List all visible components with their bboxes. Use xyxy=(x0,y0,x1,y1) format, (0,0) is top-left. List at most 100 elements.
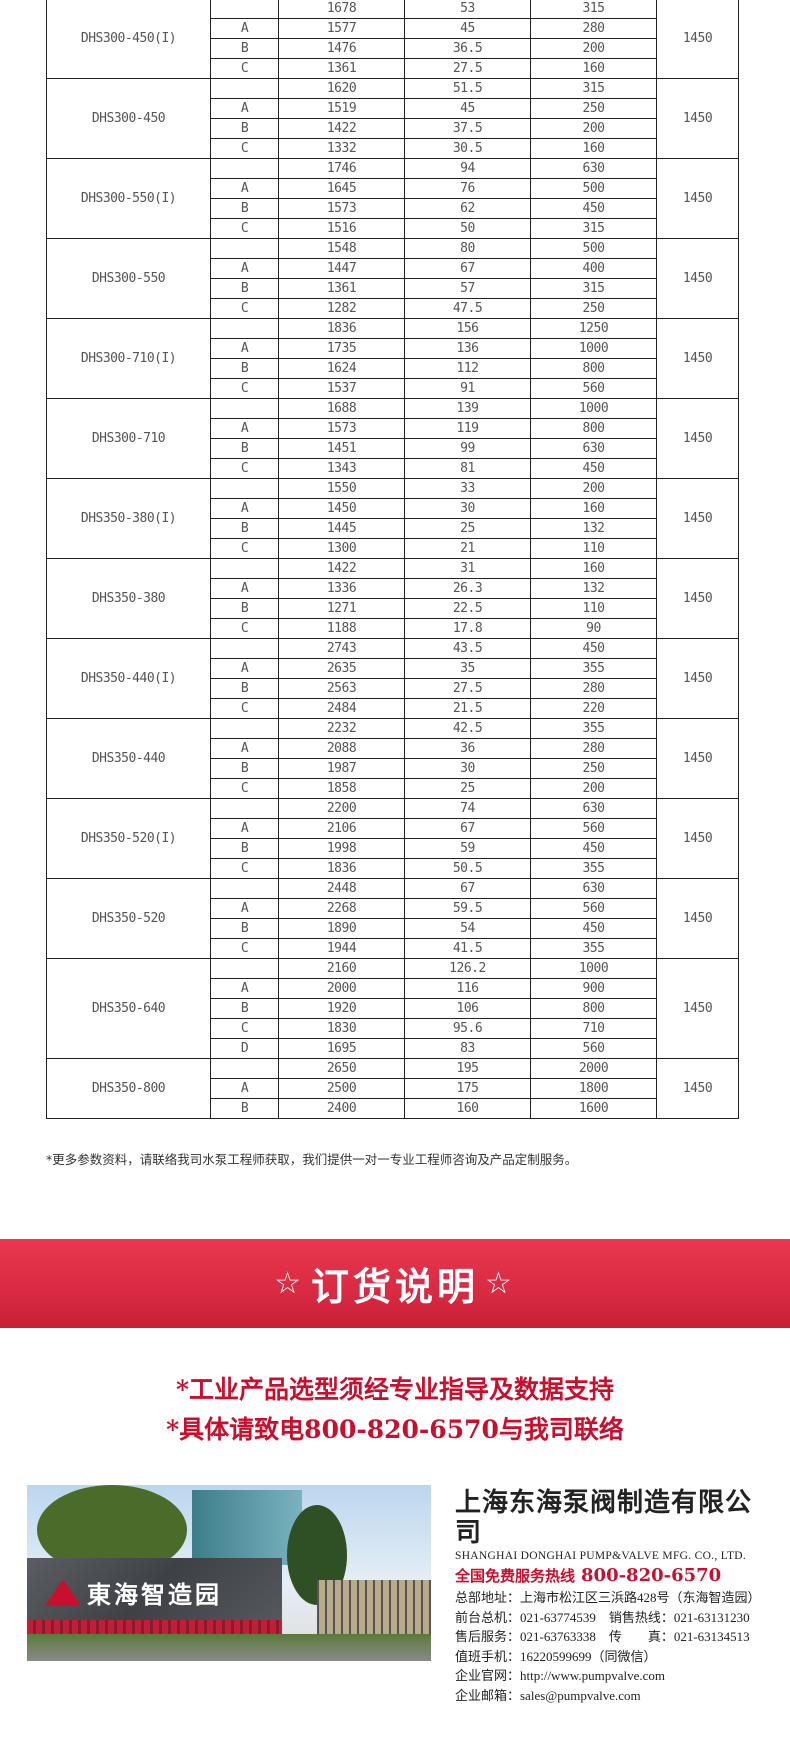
head-cell: 83 xyxy=(404,1038,531,1059)
speed-cell: 1450 xyxy=(656,238,739,319)
variant-cell: A xyxy=(210,418,279,439)
head-cell: 50.5 xyxy=(404,858,531,879)
table-row: C 2484 21.5 220 xyxy=(47,698,739,719)
head-cell: 36 xyxy=(404,738,531,759)
table-row: DHS350-800 2650 195 2000 1450 xyxy=(46,1058,739,1119)
variant-cell: A xyxy=(210,338,279,359)
variant-cell: A xyxy=(210,498,279,519)
flow-cell: 1920 xyxy=(278,998,405,1019)
variant-cell: C xyxy=(210,298,279,319)
table-row: B 2563 27.5 280 xyxy=(47,678,739,699)
variant-cell: A xyxy=(210,898,279,919)
variant-cell: A xyxy=(210,258,279,279)
power-cell: 500 xyxy=(530,238,657,259)
flow-cell: 2160 xyxy=(278,958,405,979)
table-row: C 1516 50 315 xyxy=(47,218,739,239)
power-cell: 400 xyxy=(530,258,657,279)
speed-cell: 1450 xyxy=(656,318,739,399)
head-cell: 25 xyxy=(404,518,531,539)
model-cell: DHS300-550 xyxy=(46,238,211,319)
speed-cell: 1450 xyxy=(656,558,739,639)
variant-cell: C xyxy=(210,538,279,559)
power-cell: 450 xyxy=(530,838,657,859)
variant-cell: C xyxy=(210,618,279,639)
variant-cell xyxy=(210,158,279,179)
variant-cell xyxy=(210,0,279,19)
head-cell: 31 xyxy=(404,558,531,579)
table-row: C 1343 81 450 xyxy=(47,458,739,479)
model-cell: DHS350-440(I) xyxy=(46,638,211,719)
power-cell: 250 xyxy=(530,298,657,319)
flow-cell: 1548 xyxy=(278,238,405,259)
flow-cell: 1577 xyxy=(278,18,405,39)
head-cell: 37.5 xyxy=(404,118,531,139)
flow-cell: 1450 xyxy=(278,498,405,519)
power-cell: 315 xyxy=(530,0,657,19)
variant-cell: B xyxy=(210,598,279,619)
flow-cell: 2400 xyxy=(278,1098,405,1119)
power-cell: 800 xyxy=(530,358,657,379)
power-cell: 220 xyxy=(530,698,657,719)
variant-cell: B xyxy=(210,998,279,1019)
variant-cell xyxy=(210,798,279,819)
head-cell: 119 xyxy=(404,418,531,439)
variant-cell: A xyxy=(210,978,279,999)
variant-cell: A xyxy=(210,738,279,759)
variant-cell xyxy=(210,398,279,419)
flow-cell: 1573 xyxy=(278,418,405,439)
variant-cell: C xyxy=(210,858,279,879)
flow-cell: 2563 xyxy=(278,678,405,699)
power-cell: 560 xyxy=(530,378,657,399)
power-cell: 200 xyxy=(530,118,657,139)
head-cell: 35 xyxy=(404,658,531,679)
flow-cell: 2106 xyxy=(278,818,405,839)
head-cell: 30 xyxy=(404,758,531,779)
variant-cell: B xyxy=(210,278,279,299)
flow-cell: 1645 xyxy=(278,178,405,199)
power-cell: 450 xyxy=(530,458,657,479)
table-row: A 1336 26.3 132 xyxy=(47,578,739,599)
flow-cell: 1944 xyxy=(278,938,405,959)
table-row: DHS350-440(I) 2743 43.5 450 1450 xyxy=(46,638,739,719)
table-row: B 1920 106 800 xyxy=(47,998,739,1019)
power-cell: 800 xyxy=(530,418,657,439)
table-row: DHS350-380(I) 1550 33 200 1450 xyxy=(46,478,739,559)
power-cell: 160 xyxy=(530,558,657,579)
table-row: C 1332 30.5 160 xyxy=(47,138,739,159)
power-cell: 132 xyxy=(530,518,657,539)
head-cell: 33 xyxy=(404,478,531,499)
email-link[interactable]: 企业邮箱：sales@pumpvalve.com xyxy=(455,1687,641,1703)
head-cell: 99 xyxy=(404,438,531,459)
variant-cell: C xyxy=(210,378,279,399)
power-cell: 355 xyxy=(530,938,657,959)
power-cell: 560 xyxy=(530,818,657,839)
speed-cell: 1450 xyxy=(656,718,739,799)
website-link[interactable]: 企业官网：http://www.pumpvalve.com xyxy=(455,1668,666,1683)
table-row: B 1890 54 450 xyxy=(47,918,739,939)
variant-cell: B xyxy=(210,758,279,779)
variant-cell xyxy=(210,878,279,899)
head-cell: 74 xyxy=(404,798,531,819)
model-cell: DHS350-640 xyxy=(46,958,211,1059)
flow-cell: 1188 xyxy=(278,618,405,639)
variant-cell: B xyxy=(210,38,279,59)
table-row: DHS300-710 1688 139 1000 1450 xyxy=(46,398,739,479)
flow-cell: 1447 xyxy=(278,258,405,279)
flow-cell: 1746 xyxy=(278,158,405,179)
head-cell: 160 xyxy=(404,1098,531,1119)
table-row: B 2400 160 1600 xyxy=(47,1098,739,1119)
power-cell: 2000 xyxy=(530,1058,657,1079)
flow-cell: 1624 xyxy=(278,358,405,379)
flow-cell: 1519 xyxy=(278,98,405,119)
variant-cell: A xyxy=(210,1078,279,1099)
variant-cell: B xyxy=(210,118,279,139)
model-cell: DHS300-550(I) xyxy=(46,158,211,239)
company-english-name: SHANGHAI DONGHAI PUMP&VALVE MFG. CO., LT… xyxy=(455,1550,747,1562)
head-cell: 21 xyxy=(404,538,531,559)
head-cell: 43.5 xyxy=(404,638,531,659)
head-cell: 47.5 xyxy=(404,298,531,319)
speed-cell: 1450 xyxy=(656,0,739,79)
power-cell: 200 xyxy=(530,478,657,499)
banner-title: 订货说明 xyxy=(310,1265,479,1309)
power-cell: 900 xyxy=(530,978,657,999)
